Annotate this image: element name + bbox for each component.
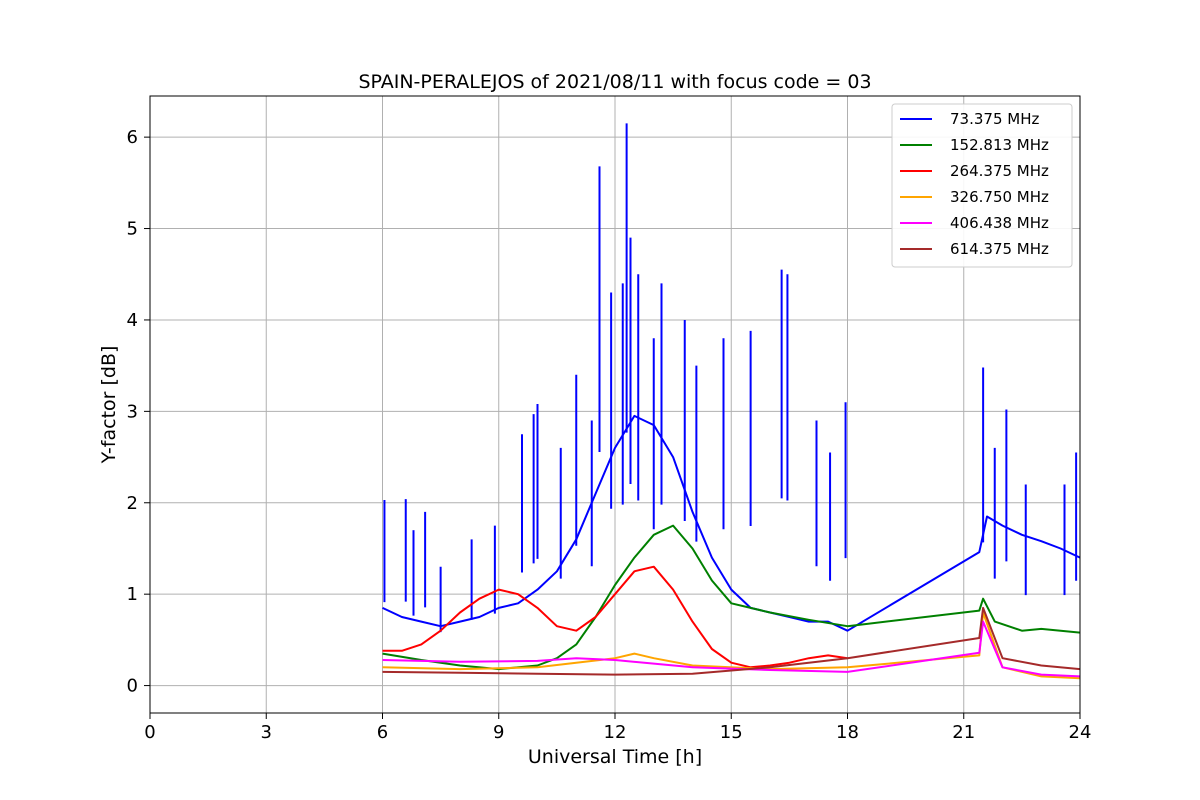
series-line-73-375 [382,414,1081,632]
y-tick-label: 0 [127,676,138,697]
legend-label: 406.438 MHz [950,214,1049,232]
series-line-264-375 [382,565,848,669]
x-axis: 0 3 6 9 12 15 18 21 24 [144,713,1091,743]
y-tick-label: 2 [127,493,138,514]
series-line-152-813 [382,524,1081,671]
legend-label: 152.813 MHz [950,136,1049,154]
legend-label: 73.375 MHz [950,110,1039,128]
legend: 73.375 MHz 152.813 MHz 264.375 MHz 326.750 … [891,103,1073,268]
series-line-614-375 [382,606,1081,676]
plot-area [382,123,1081,680]
x-tick-label: 21 [952,722,975,743]
legend-box [891,103,1073,268]
y-axis: 0 1 2 3 4 5 6 [127,127,150,697]
y-tick-label: 6 [127,127,138,148]
y-tick-label: 1 [127,584,138,605]
y-tick-label: 3 [127,401,138,422]
x-tick-label: 6 [377,722,388,743]
series-line-406-438 [382,620,1081,678]
legend-label: 614.375 MHz [950,240,1049,258]
x-tick-label: 15 [720,722,743,743]
x-tick-label: 9 [493,722,504,743]
chart-title: SPAIN-PERALEJOS of 2021/08/11 with focus… [358,71,871,93]
x-tick-label: 3 [261,722,272,743]
y-tick-label: 5 [127,219,138,240]
y-tick-label: 4 [127,310,138,331]
x-tick-label: 18 [836,722,859,743]
legend-label: 326.750 MHz [950,188,1049,206]
legend-label: 264.375 MHz [950,162,1049,180]
x-tick-label: 12 [604,722,627,743]
x-axis-title: Universal Time [h] [528,746,702,768]
y-axis-title: Y-factor [dB] [98,346,120,465]
x-tick-label: 24 [1069,722,1092,743]
x-tick-label: 0 [144,722,155,743]
